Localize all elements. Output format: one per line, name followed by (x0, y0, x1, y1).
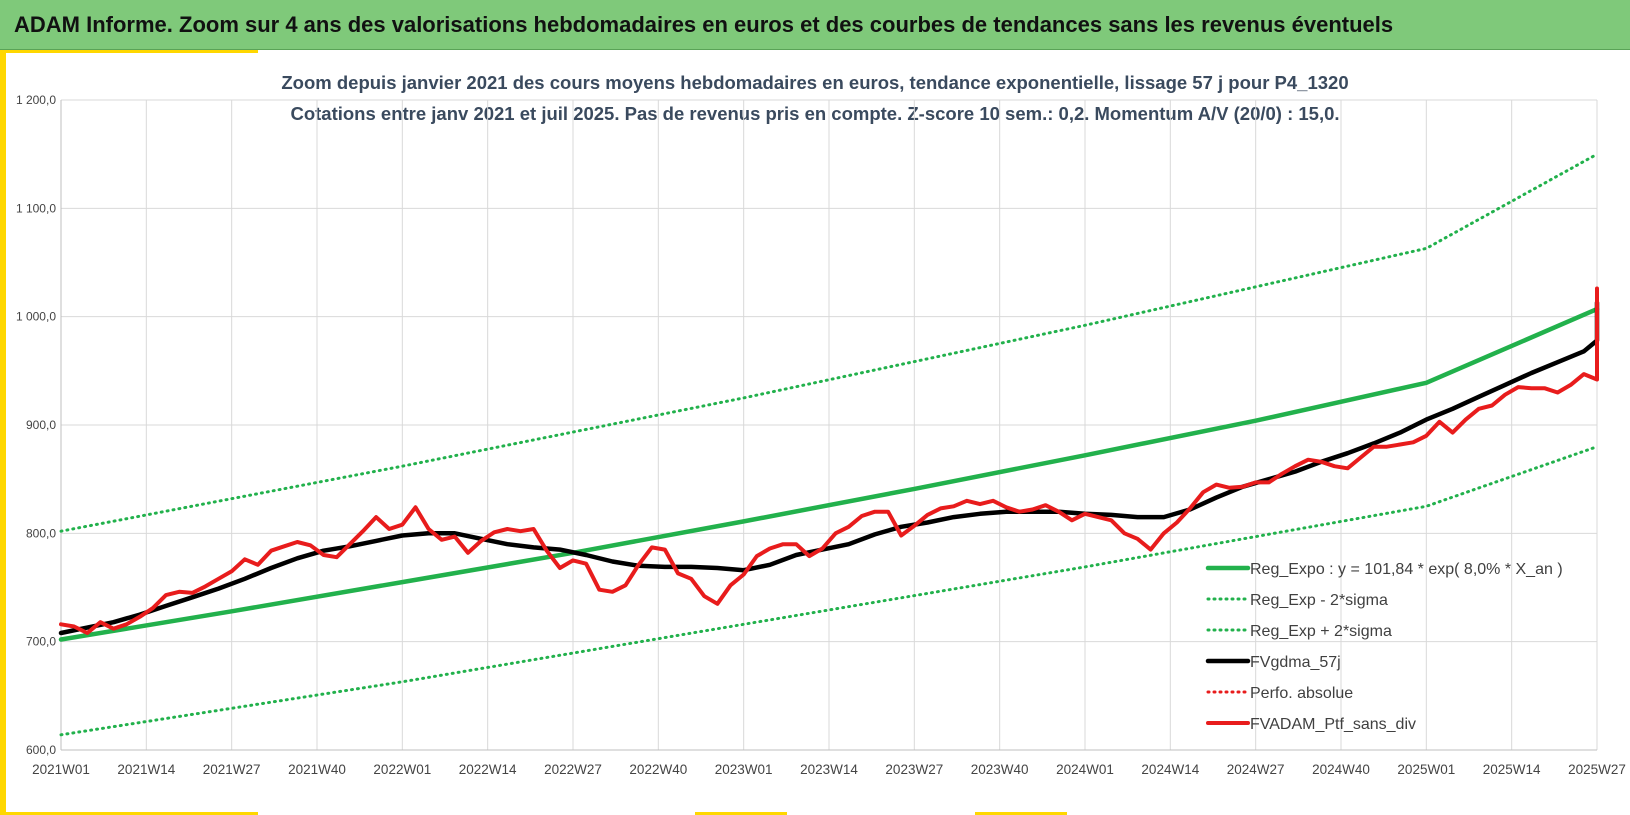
x-tick-label: 2023W27 (885, 762, 943, 777)
chart-title-line-2: Cotations entre janv 2021 et juil 2025. … (290, 103, 1340, 124)
y-tick-label: 1 200,0 (16, 93, 56, 107)
yellow-accent-bottom-1 (0, 812, 258, 815)
legend-label: Perfo. absolue (1250, 685, 1353, 702)
chart-title-line-1: Zoom depuis janvier 2021 des cours moyen… (281, 72, 1349, 93)
y-tick-label: 700,0 (26, 635, 56, 649)
x-tick-label: 2023W14 (800, 762, 858, 777)
y-tick-label: 600,0 (26, 743, 56, 757)
x-tick-label: 2022W27 (544, 762, 602, 777)
x-tick-label: 2022W40 (629, 762, 687, 777)
x-tick-label: 2021W14 (117, 762, 175, 777)
x-tick-label: 2024W27 (1227, 762, 1285, 777)
x-tick-label: 2023W40 (971, 762, 1029, 777)
y-tick-label: 800,0 (26, 526, 56, 540)
x-tick-label: 2022W01 (373, 762, 431, 777)
yellow-accent-top (0, 50, 258, 53)
y-tick-label: 900,0 (26, 418, 56, 432)
legend-label: Reg_Expo : y = 101,84 * exp( 8,0% * X_an… (1250, 561, 1563, 578)
legend-label: Reg_Exp - 2*sigma (1250, 592, 1388, 609)
grid-lines (60, 99, 1598, 751)
x-tick-label: 2021W01 (32, 762, 90, 777)
x-tick-label: 2021W40 (288, 762, 346, 777)
x-tick-label: 2025W27 (1568, 762, 1626, 777)
y-tick-label: 1 000,0 (16, 310, 56, 324)
x-tick-label: 2024W40 (1312, 762, 1370, 777)
x-tick-label: 2023W01 (715, 762, 773, 777)
axes: 600,0 700,0 800,0 900,0 1 000,0 1 100,0 1 200,… (16, 93, 1626, 777)
series-line-0 (58, 306, 1600, 642)
legend-label: Reg_Exp + 2*sigma (1250, 623, 1392, 640)
yellow-accent-left (0, 50, 6, 815)
legend-label: FVADAM_Ptf_sans_div (1250, 716, 1416, 733)
report-header: ADAM Informe. Zoom sur 4 ans des valoris… (0, 0, 1630, 50)
report-title: ADAM Informe. Zoom sur 4 ans des valoris… (14, 12, 1394, 37)
y-tick-label: 1 100,0 (16, 201, 56, 215)
x-tick-label: 2022W14 (459, 762, 517, 777)
legend: Reg_Expo : y = 101,84 * exp( 8,0% * X_an… (1205, 561, 1563, 733)
series (58, 152, 1600, 737)
legend-label: FVgdma_57j (1250, 654, 1341, 671)
x-tick-label: 2024W14 (1141, 762, 1199, 777)
x-tick-label: 2025W01 (1397, 762, 1455, 777)
yellow-accent-bottom-2 (695, 812, 787, 815)
x-tick-label: 2024W01 (1056, 762, 1114, 777)
x-tick-label: 2025W14 (1483, 762, 1541, 777)
yellow-accent-bottom-3 (975, 812, 1067, 815)
series-line-5 (59, 286, 1599, 635)
series-line-2 (59, 152, 1599, 533)
x-tick-label: 2021W27 (203, 762, 261, 777)
series-line-1 (59, 445, 1599, 737)
